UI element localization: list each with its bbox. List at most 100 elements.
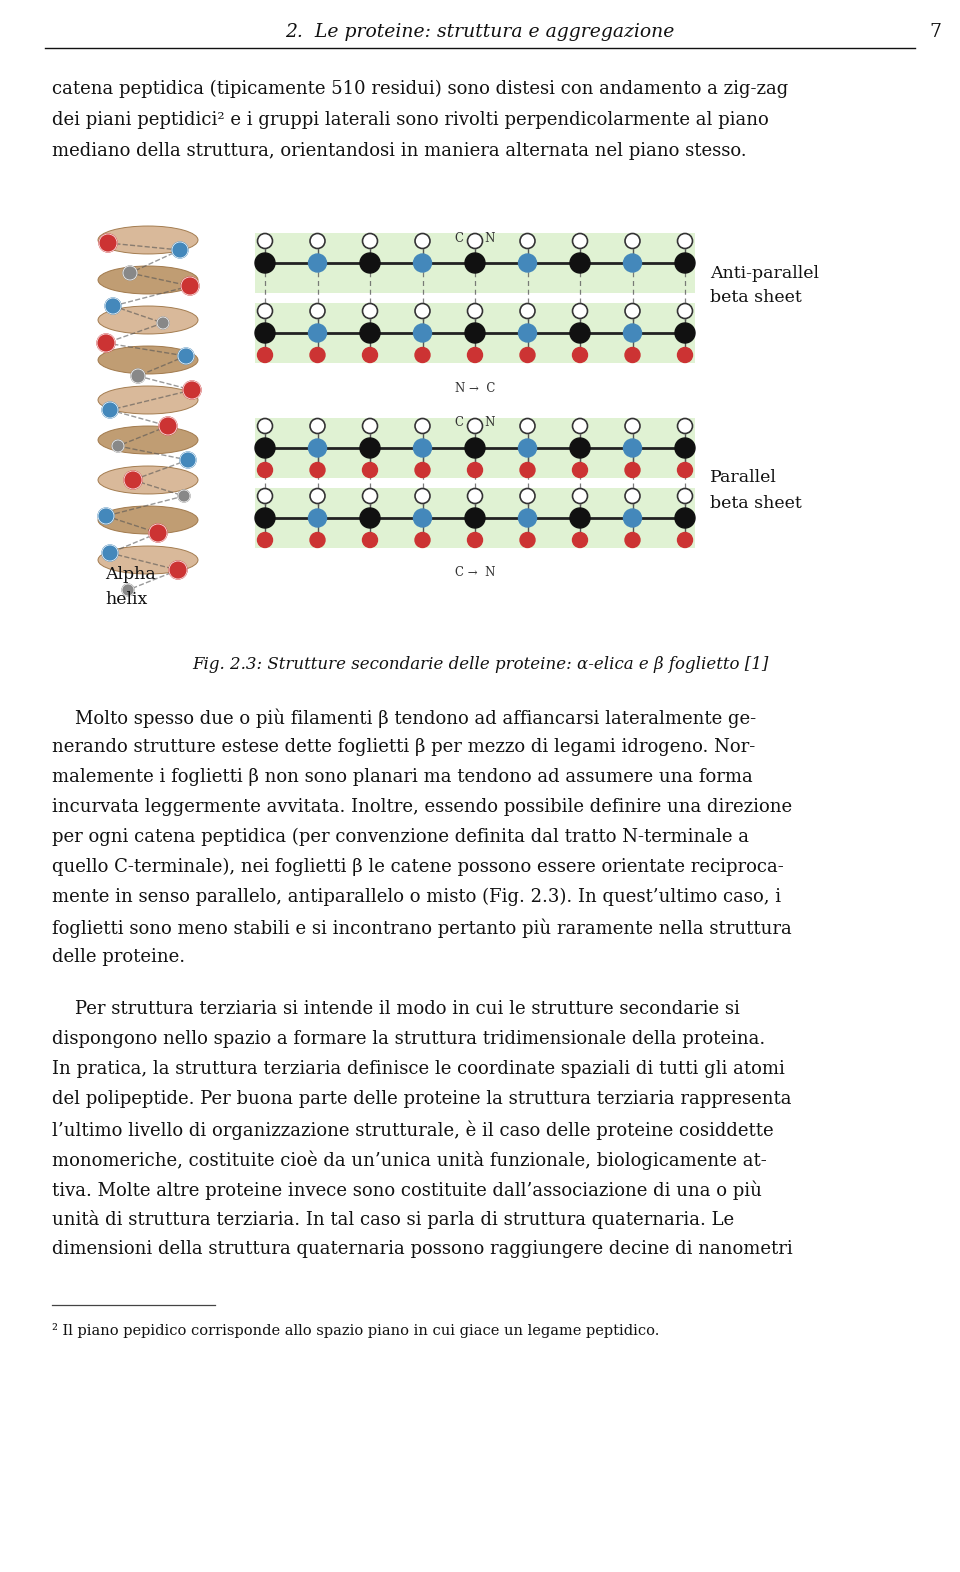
Text: malemente i foglietti β non sono planari ma tendono ad assumere una forma: malemente i foglietti β non sono planari… — [52, 769, 753, 786]
Text: tiva. Molte altre proteine invece sono costituite dall’associazione di una o più: tiva. Molte altre proteine invece sono c… — [52, 1181, 762, 1199]
Circle shape — [257, 533, 273, 547]
Circle shape — [149, 523, 167, 542]
Text: mente in senso parallelo, antiparallelo o misto (Fig. 2.3). In quest’ultimo caso: mente in senso parallelo, antiparallelo … — [52, 888, 781, 905]
Text: Per struttura terziaria si intende il modo in cui le strutture secondarie si: Per struttura terziaria si intende il mo… — [52, 1000, 740, 1019]
Circle shape — [465, 322, 485, 343]
Text: dei piani peptidici² e i gruppi laterali sono rivolti perpendicolarmente al pian: dei piani peptidici² e i gruppi laterali… — [52, 112, 769, 129]
Circle shape — [255, 508, 275, 528]
Text: Molto spesso due o più filamenti β tendono ad affiancarsi lateralmente ge-: Molto spesso due o più filamenti β tendo… — [52, 707, 756, 728]
Circle shape — [625, 489, 640, 503]
Circle shape — [465, 439, 485, 457]
Circle shape — [123, 266, 137, 280]
Text: Parallel: Parallel — [710, 470, 777, 486]
Circle shape — [625, 234, 640, 248]
Circle shape — [520, 234, 535, 248]
Text: monomeriche, costituite cioè da un’unica unità funzionale, biologicamente at-: monomeriche, costituite cioè da un’unica… — [52, 1151, 767, 1170]
Circle shape — [678, 234, 692, 248]
Circle shape — [625, 418, 640, 434]
Circle shape — [257, 347, 273, 363]
Ellipse shape — [98, 426, 198, 454]
Circle shape — [310, 533, 325, 547]
Circle shape — [102, 545, 118, 561]
Circle shape — [360, 508, 380, 528]
Text: beta sheet: beta sheet — [710, 289, 802, 307]
Circle shape — [520, 489, 535, 503]
Circle shape — [363, 489, 377, 503]
Circle shape — [360, 322, 380, 343]
Circle shape — [572, 462, 588, 478]
Circle shape — [363, 234, 377, 248]
Text: incurvata leggermente avvitata. Inoltre, essendo possibile definire una direzion: incurvata leggermente avvitata. Inoltre,… — [52, 799, 792, 816]
Text: 2.  Le proteine: struttura e aggregazione: 2. Le proteine: struttura e aggregazione — [285, 24, 675, 41]
Circle shape — [675, 322, 695, 343]
Circle shape — [415, 418, 430, 434]
Circle shape — [625, 347, 640, 363]
Text: foglietti sono meno stabili e si incontrano pertanto più raramente nella struttu: foglietti sono meno stabili e si incontr… — [52, 918, 792, 937]
Circle shape — [520, 418, 535, 434]
Circle shape — [468, 533, 483, 547]
Circle shape — [112, 440, 124, 453]
Circle shape — [257, 462, 273, 478]
Circle shape — [570, 322, 590, 343]
Circle shape — [518, 509, 537, 527]
Circle shape — [183, 380, 201, 399]
Ellipse shape — [98, 266, 198, 294]
Text: C ←  N: C ← N — [455, 417, 495, 429]
Ellipse shape — [98, 465, 198, 494]
Circle shape — [678, 533, 692, 547]
Circle shape — [675, 508, 695, 528]
Circle shape — [257, 303, 273, 319]
Text: beta sheet: beta sheet — [710, 495, 802, 511]
Text: del polipeptide. Per buona parte delle proteine la struttura terziaria rappresen: del polipeptide. Per buona parte delle p… — [52, 1089, 791, 1108]
Circle shape — [308, 255, 326, 272]
Circle shape — [520, 462, 535, 478]
Text: In pratica, la struttura terziaria definisce le coordinate spaziali di tutti gli: In pratica, la struttura terziaria defin… — [52, 1060, 785, 1078]
FancyBboxPatch shape — [255, 303, 695, 363]
FancyBboxPatch shape — [255, 233, 695, 292]
FancyBboxPatch shape — [255, 487, 695, 549]
Text: quello C-terminale), nei foglietti β le catene possono essere orientate reciproc: quello C-terminale), nei foglietti β le … — [52, 858, 783, 876]
Circle shape — [518, 255, 537, 272]
Circle shape — [678, 347, 692, 363]
Circle shape — [310, 462, 325, 478]
Circle shape — [623, 324, 641, 343]
Circle shape — [572, 418, 588, 434]
Circle shape — [102, 402, 118, 418]
Circle shape — [572, 303, 588, 319]
Circle shape — [415, 489, 430, 503]
Circle shape — [180, 453, 196, 468]
Text: Anti-parallel: Anti-parallel — [710, 264, 819, 281]
Text: Alpha: Alpha — [105, 566, 156, 583]
Circle shape — [178, 490, 190, 501]
Circle shape — [623, 509, 641, 527]
Text: mediano della struttura, orientandosi in maniera alternata nel piano stesso.: mediano della struttura, orientandosi in… — [52, 141, 747, 160]
Circle shape — [520, 303, 535, 319]
Text: 7: 7 — [929, 24, 941, 41]
Circle shape — [623, 439, 641, 457]
FancyBboxPatch shape — [255, 418, 695, 478]
Circle shape — [310, 418, 325, 434]
Circle shape — [415, 347, 430, 363]
Text: Fig. 2.3: Strutture secondarie delle proteine: α-elica e β foglietto [1]: Fig. 2.3: Strutture secondarie delle pro… — [192, 656, 768, 673]
Circle shape — [363, 462, 377, 478]
Circle shape — [678, 462, 692, 478]
Circle shape — [255, 322, 275, 343]
Ellipse shape — [98, 387, 198, 413]
Circle shape — [625, 533, 640, 547]
Circle shape — [572, 533, 588, 547]
Circle shape — [157, 318, 169, 329]
Circle shape — [570, 253, 590, 274]
Circle shape — [468, 489, 483, 503]
Circle shape — [465, 508, 485, 528]
Circle shape — [468, 347, 483, 363]
Circle shape — [363, 418, 377, 434]
Circle shape — [105, 299, 121, 314]
Circle shape — [360, 253, 380, 274]
Circle shape — [99, 234, 117, 252]
Circle shape — [308, 509, 326, 527]
Circle shape — [122, 585, 134, 596]
Circle shape — [414, 324, 431, 343]
Circle shape — [159, 417, 177, 435]
Text: l’ultimo livello di organizzazione strutturale, è il caso delle proteine cosidde: l’ultimo livello di organizzazione strut… — [52, 1119, 774, 1140]
Circle shape — [468, 303, 483, 319]
